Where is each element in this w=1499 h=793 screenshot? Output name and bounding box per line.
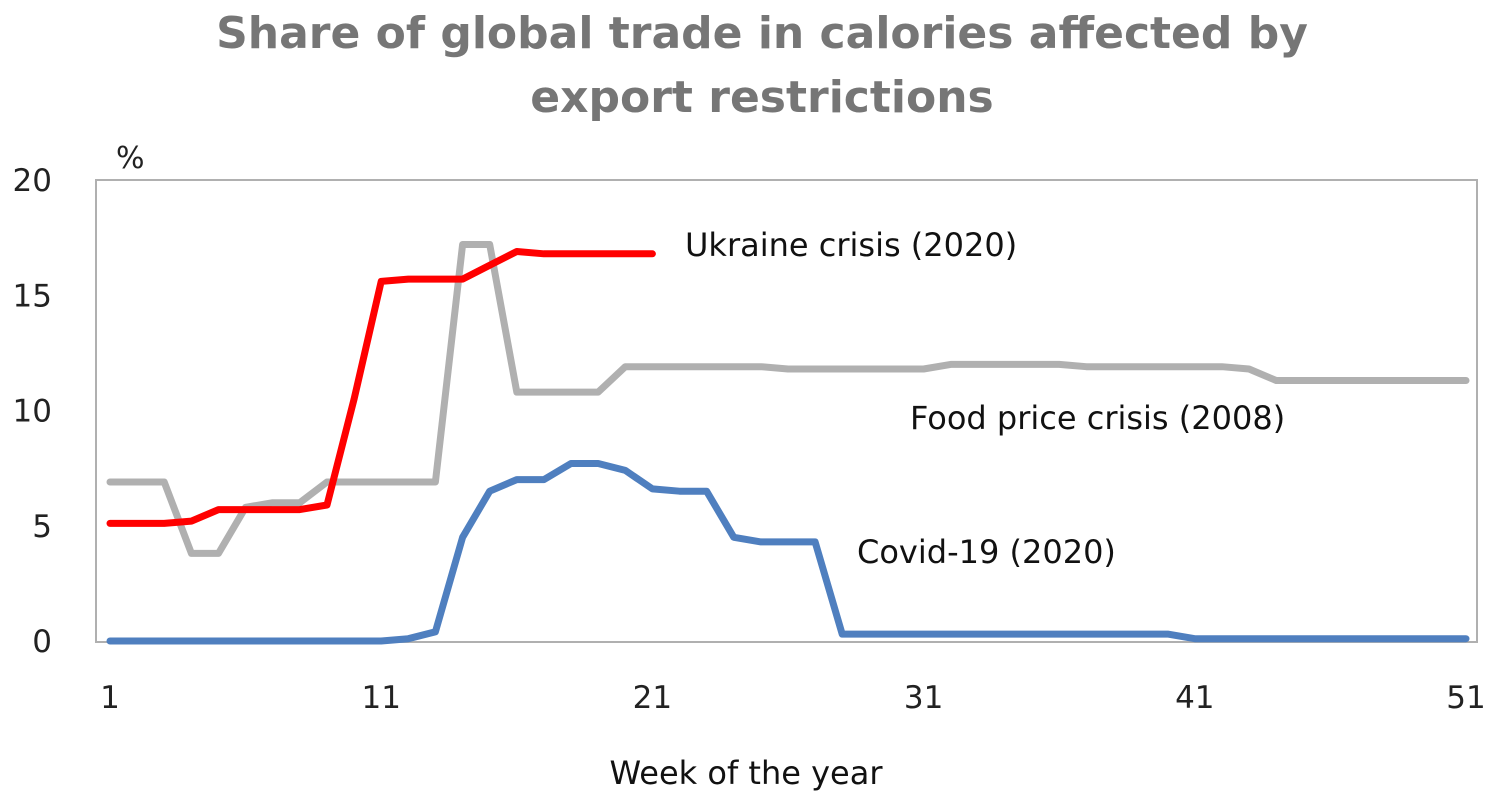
plot-area-frame	[95, 179, 1478, 643]
series-label-food-price: Food price crisis (2008)	[910, 399, 1285, 437]
x-axis-label: Week of the year	[610, 754, 884, 792]
y-tick-label: 20	[13, 163, 52, 199]
series-lines	[106, 241, 1470, 645]
series-label-covid: Covid-19 (2020)	[857, 533, 1116, 571]
chart-title-line-1: Share of global trade in calories affect…	[216, 8, 1308, 59]
y-tick-label: 0	[32, 624, 52, 660]
x-tick-label: 41	[1175, 680, 1214, 716]
y-axis-unit-label: %	[116, 141, 145, 176]
series-line-ukraine	[106, 248, 656, 527]
x-axis-ticks: 1 11 21 31 41 51	[100, 680, 1486, 716]
x-tick-label: 11	[361, 680, 400, 716]
series-label-ukraine: Ukraine crisis (2020)	[685, 226, 1017, 264]
y-axis-ticks: 0 5 10 15 20	[13, 163, 52, 660]
chart-title-line-2: export restrictions	[530, 72, 993, 123]
x-tick-label: 31	[904, 680, 943, 716]
series-line-covid	[106, 460, 1470, 645]
x-tick-label: 1	[100, 680, 120, 716]
y-tick-label: 15	[13, 278, 52, 314]
y-tick-label: 5	[32, 509, 52, 545]
y-tick-label: 10	[13, 394, 52, 430]
x-tick-label: 51	[1446, 680, 1485, 716]
x-tick-label: 21	[633, 680, 672, 716]
series-labels: Ukraine crisis (2020) Food price crisis …	[685, 226, 1285, 571]
